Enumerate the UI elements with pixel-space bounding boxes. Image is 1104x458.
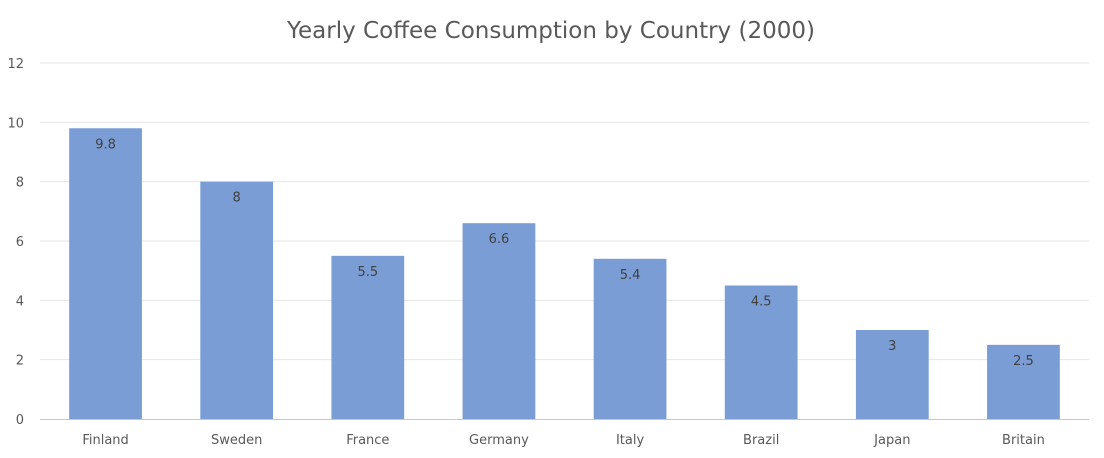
x-tick-label-brazil: Brazil [743, 433, 779, 448]
x-tick-label-italy: Italy [616, 433, 645, 448]
y-tick-label: 10 [7, 116, 24, 131]
gridlines [40, 62, 1089, 361]
bar-germany [462, 223, 536, 419]
bars [69, 128, 1060, 419]
data-label-japan: 3 [888, 339, 896, 354]
x-tick-label-britain: Britain [1002, 433, 1045, 448]
data-label-finland: 9.8 [95, 137, 116, 152]
x-tick-label-germany: Germany [469, 433, 529, 448]
x-tick-label-japan: Japan [873, 433, 910, 448]
data-label-germany: 6.6 [489, 232, 510, 247]
y-tick-label: 4 [16, 294, 24, 309]
y-axis-ticks: 0 2 4 6 8 10 12 [7, 57, 24, 428]
data-label-france: 5.5 [357, 265, 378, 280]
x-tick-label-france: France [346, 433, 389, 448]
y-tick-label: 8 [16, 176, 24, 191]
data-label-italy: 5.4 [620, 268, 641, 283]
x-axis-ticks: Finland Sweden France Germany Italy Brazil Jap… [82, 433, 1045, 448]
x-tick-label-sweden: Sweden [211, 433, 262, 448]
y-tick-label: 0 [16, 413, 24, 428]
data-labels: 9.8 8 5.5 6.6 5.4 4.5 3 2.5 [95, 137, 1034, 369]
bar-japan [855, 330, 929, 419]
y-tick-label: 2 [16, 354, 24, 369]
data-label-sweden: 8 [233, 191, 241, 206]
bar-finland [69, 128, 142, 419]
bar-brazil [724, 285, 798, 419]
y-tick-label: 6 [16, 235, 24, 250]
x-tick-label-finland: Finland [82, 433, 128, 448]
bar-italy [593, 258, 667, 419]
bar-sweden [200, 181, 274, 419]
chart-title: Yearly Coffee Consumption by Country (20… [286, 18, 815, 44]
data-label-brazil: 4.5 [751, 295, 772, 310]
data-label-britain: 2.5 [1013, 354, 1034, 369]
bar-france [331, 255, 405, 419]
bar-britain [987, 344, 1060, 419]
y-tick-label: 12 [7, 57, 24, 72]
